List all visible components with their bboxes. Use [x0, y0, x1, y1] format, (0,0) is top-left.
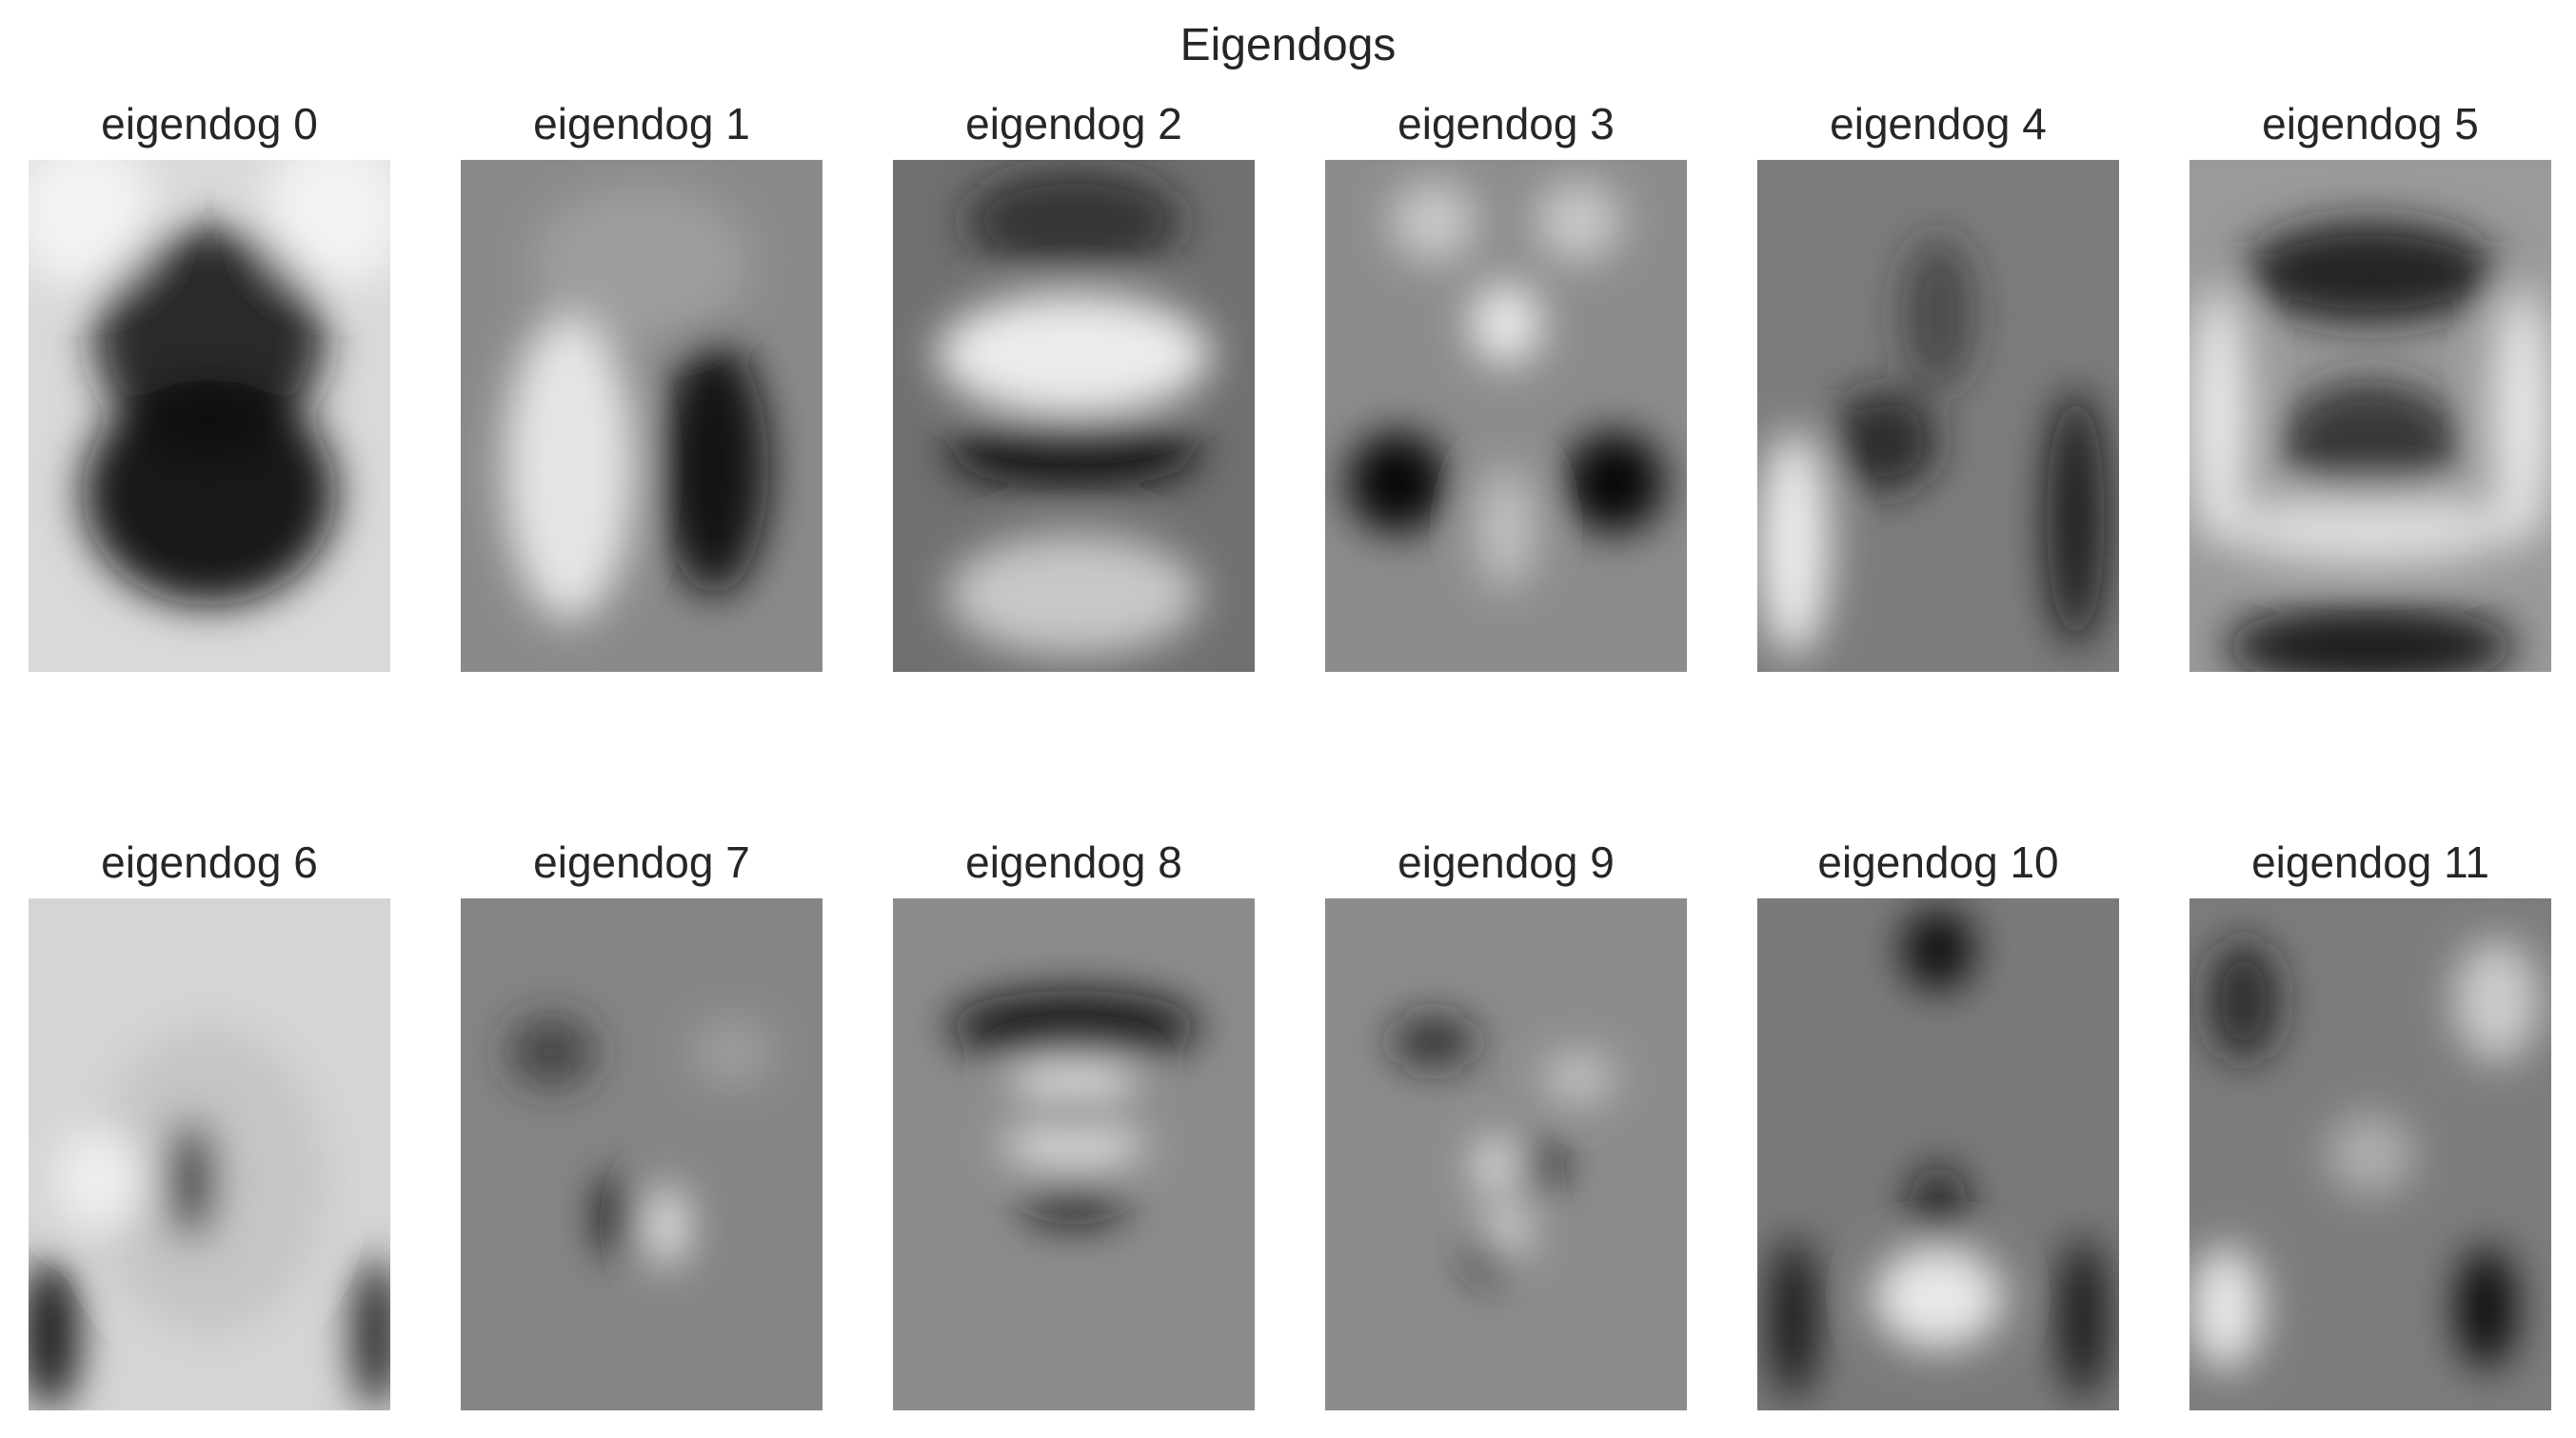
panel-title: eigendog 6	[101, 837, 318, 887]
eigendog-image	[2190, 160, 2551, 672]
panel-title: eigendog 9	[1397, 837, 1615, 887]
eigendog-image	[1325, 160, 1687, 672]
eigendog-image	[1757, 898, 2119, 1410]
panel-title: eigendog 4	[1830, 99, 2047, 148]
eigendog-image	[2190, 898, 2551, 1410]
eigendog-image	[29, 160, 390, 672]
eigendog-image	[1757, 160, 2119, 672]
panel-title: eigendog 0	[101, 99, 318, 148]
eigendog-image	[893, 898, 1255, 1410]
eigendog-image	[893, 160, 1255, 672]
eigendog-image	[1325, 898, 1687, 1410]
panel-title: eigendog 2	[965, 99, 1182, 148]
eigendog-image	[29, 898, 390, 1410]
eigendog-image	[461, 898, 822, 1410]
eigendog-image	[461, 160, 822, 672]
panel-title: eigendog 5	[2262, 99, 2479, 148]
panel-title: eigendog 7	[533, 837, 750, 887]
panel-title: eigendog 10	[1817, 837, 2059, 887]
figure-title: Eigendogs	[1179, 20, 1397, 70]
panel-title: eigendog 8	[965, 837, 1182, 887]
panel-title: eigendog 1	[533, 99, 750, 148]
panel-title: eigendog 11	[2251, 837, 2489, 887]
panel-title: eigendog 3	[1397, 99, 1615, 148]
